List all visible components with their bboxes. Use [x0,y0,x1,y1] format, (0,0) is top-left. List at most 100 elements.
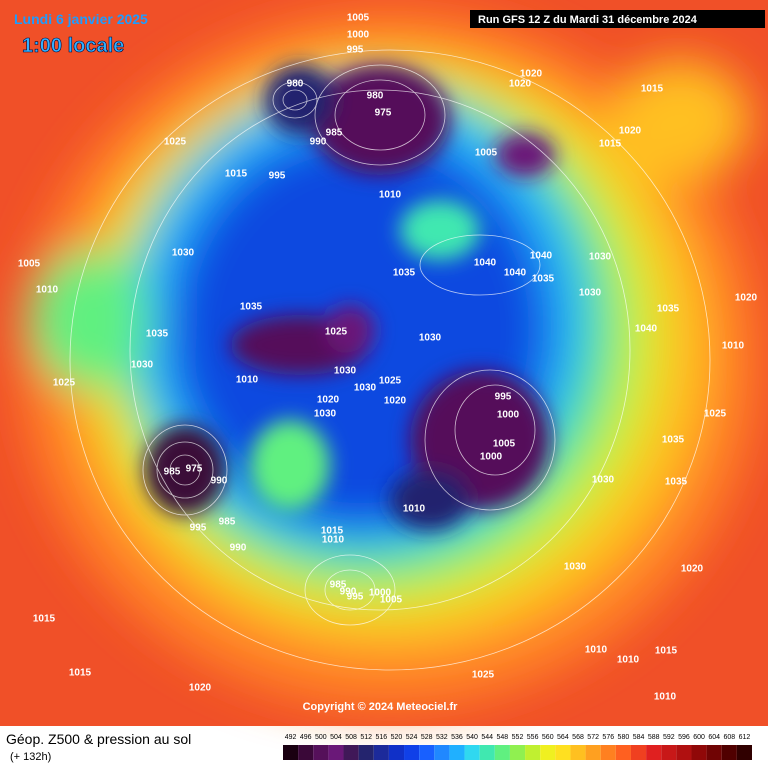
pressure-label: 1030 [419,333,442,344]
scale-swatch [706,745,722,760]
scale-swatch [509,745,526,760]
pressure-label: 985 [219,517,236,528]
pressure-label: 1030 [334,366,357,377]
copyright: Copyright © 2024 Meteociel.fr [303,701,459,713]
scale-label: 608 [723,734,735,741]
scale-swatch [615,745,631,760]
scale-label: 596 [678,734,690,741]
pressure-label: 1010 [617,655,640,666]
pressure-label: 975 [375,108,392,119]
pressure-label: 1020 [681,564,704,575]
pressure-label: 1015 [321,526,344,537]
scale-swatch [343,745,359,760]
scale-label: 572 [587,734,599,741]
scale-label: 492 [285,734,297,741]
scale-swatch [373,745,389,760]
pressure-label: 1025 [164,137,187,148]
pressure-label: 1020 [619,126,642,137]
scale-label: 528 [421,734,433,741]
pressure-label: 1015 [599,139,622,150]
pressure-label: 985 [326,128,343,139]
scale-label: 504 [330,734,342,741]
pressure-label: 985 [164,467,181,478]
pressure-label: 1035 [532,274,555,285]
scale-swatch [298,745,314,760]
scale-label: 516 [375,734,387,741]
run-banner [470,10,765,28]
pressure-label: 1005 [347,13,370,24]
scale-label: 536 [451,734,463,741]
pressure-label: 980 [287,79,304,90]
scale-swatch [525,745,541,760]
pressure-label: 1020 [317,395,340,406]
scale-swatch [283,745,299,760]
map [0,0,768,726]
scale-swatch [555,745,571,760]
scale-label: 560 [542,734,554,741]
pressure-label: 1005 [493,439,516,450]
legend-title: Géop. Z500 & pression au sol [6,731,191,747]
pressure-label: 1030 [589,252,612,263]
scale-label: 544 [481,734,493,741]
pressure-label: 995 [347,45,364,56]
scale-label: 612 [739,734,751,741]
scale-label: 600 [693,734,705,741]
pressure-label: 1030 [131,360,154,371]
pressure-label: 1030 [592,475,615,486]
pressure-label: 1035 [146,329,169,340]
pressure-label: 995 [269,171,286,182]
scale-swatch [721,745,737,760]
pressure-label: 1000 [369,588,392,599]
scale-swatch [358,745,374,760]
scale-label: 556 [527,734,539,741]
scale-label: 592 [663,734,675,741]
pressure-label: 1020 [384,396,407,407]
pressure-label: 1000 [497,410,520,421]
pressure-label: 1035 [665,477,688,488]
scale-swatch [494,745,510,760]
scale-swatch [585,745,601,760]
pressure-label: 1030 [314,409,337,420]
scale-label: 532 [436,734,448,741]
pressure-label: 995 [495,392,512,403]
pressure-label: 1020 [189,683,212,694]
pressure-label: 1025 [53,378,76,389]
scale-swatch [464,745,480,760]
scale-label: 540 [466,734,478,741]
scale-swatch [328,745,344,760]
pressure-label: 980 [367,91,384,102]
pressure-label: 1020 [520,69,543,80]
pressure-label: 1030 [172,248,195,259]
pressure-label: 1005 [18,259,41,270]
scale-swatch [600,745,616,760]
pressure-label: 1010 [322,535,345,546]
pressure-label: 995 [190,523,207,534]
pressure-label: 1025 [325,327,348,338]
pressure-label: 1040 [530,251,553,262]
pressure-label: 1010 [379,190,402,201]
scale-swatch [404,745,420,760]
scale-label: 604 [708,734,720,741]
run-info: Run GFS 12 Z du Mardi 31 décembre 2024 [478,14,698,26]
pressure-label: 1040 [635,324,658,335]
scale-label: 568 [572,734,584,741]
scale-label: 576 [602,734,614,741]
scale-swatch [630,745,647,760]
scale-swatch [646,745,662,760]
pressure-label: 1025 [472,670,495,681]
pressure-label: 1010 [236,375,259,386]
pressure-label: 1005 [475,148,498,159]
scale-swatch [691,745,707,760]
pressure-label: 1040 [504,268,527,279]
pressure-label: 1025 [704,409,727,420]
pressure-label: 1015 [69,668,92,679]
scale-swatch [419,745,435,760]
pressure-label: 990 [211,476,228,487]
scale-label: 564 [557,734,569,741]
scale-swatch [570,745,586,760]
pressure-label: 1015 [33,614,56,625]
pressure-labels: 1005 1000 995 980 975 980 985 990 995 1015 1025 100… [18,13,758,703]
pressure-label: 1035 [240,302,263,313]
pressure-label: 975 [186,464,203,475]
